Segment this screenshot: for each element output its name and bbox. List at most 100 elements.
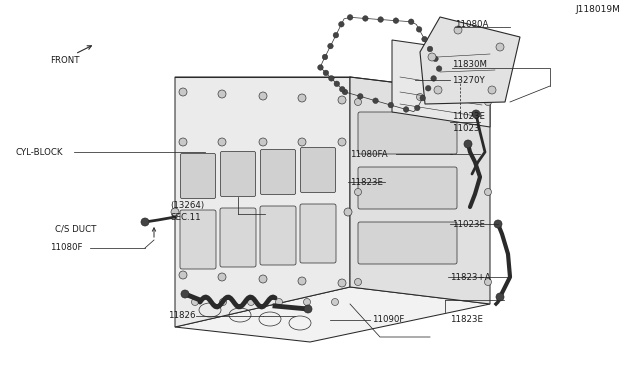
Circle shape — [338, 138, 346, 146]
Circle shape — [344, 208, 352, 216]
Text: 11823E: 11823E — [450, 315, 483, 324]
Text: 11080F: 11080F — [50, 244, 83, 253]
Polygon shape — [175, 77, 350, 327]
FancyBboxPatch shape — [358, 112, 457, 154]
Circle shape — [428, 46, 433, 52]
Circle shape — [298, 138, 306, 146]
Circle shape — [338, 279, 346, 287]
Circle shape — [322, 54, 328, 60]
Text: 11080A: 11080A — [455, 19, 488, 29]
Text: 11090F: 11090F — [372, 315, 404, 324]
Circle shape — [179, 88, 187, 96]
FancyBboxPatch shape — [180, 154, 216, 199]
Text: SEC.11: SEC.11 — [170, 212, 200, 221]
Circle shape — [426, 86, 431, 91]
FancyBboxPatch shape — [301, 148, 335, 192]
FancyBboxPatch shape — [221, 151, 255, 196]
Circle shape — [496, 43, 504, 51]
Text: 11080FA: 11080FA — [350, 150, 388, 158]
Circle shape — [388, 102, 394, 108]
FancyBboxPatch shape — [358, 222, 457, 264]
Polygon shape — [350, 77, 490, 304]
Text: J118019M: J118019M — [575, 5, 620, 14]
FancyBboxPatch shape — [300, 204, 336, 263]
Circle shape — [332, 298, 339, 305]
Text: 13270Y: 13270Y — [452, 76, 484, 84]
Circle shape — [454, 26, 462, 34]
Text: 11826: 11826 — [168, 311, 195, 321]
Circle shape — [496, 293, 504, 301]
Polygon shape — [392, 40, 490, 127]
FancyBboxPatch shape — [220, 208, 256, 267]
Circle shape — [218, 273, 226, 281]
Circle shape — [323, 70, 329, 76]
Circle shape — [422, 36, 428, 42]
Circle shape — [339, 22, 344, 27]
Text: 11023: 11023 — [452, 124, 479, 132]
Circle shape — [393, 18, 399, 23]
Circle shape — [298, 277, 306, 285]
Circle shape — [179, 271, 187, 279]
Circle shape — [420, 95, 426, 101]
Circle shape — [428, 53, 436, 61]
Circle shape — [403, 107, 409, 112]
Text: 11823E: 11823E — [350, 177, 383, 186]
Text: 11830M: 11830M — [452, 60, 487, 68]
Circle shape — [434, 86, 442, 94]
Circle shape — [464, 140, 472, 148]
Polygon shape — [420, 17, 520, 104]
Circle shape — [259, 138, 267, 146]
Circle shape — [363, 16, 368, 21]
Circle shape — [259, 275, 267, 283]
Text: 11023E: 11023E — [452, 112, 485, 121]
Circle shape — [408, 19, 414, 25]
Circle shape — [484, 99, 492, 106]
Circle shape — [179, 138, 187, 146]
FancyBboxPatch shape — [180, 210, 216, 269]
Circle shape — [355, 99, 362, 106]
Circle shape — [218, 90, 226, 98]
Circle shape — [433, 56, 438, 62]
Circle shape — [339, 86, 345, 92]
Polygon shape — [175, 287, 490, 342]
Circle shape — [338, 96, 346, 104]
FancyBboxPatch shape — [358, 167, 457, 209]
Text: (13264): (13264) — [170, 201, 204, 209]
Circle shape — [416, 26, 422, 32]
Circle shape — [484, 279, 492, 285]
Circle shape — [417, 93, 424, 100]
Circle shape — [348, 15, 353, 20]
Circle shape — [141, 218, 149, 226]
Circle shape — [378, 17, 383, 22]
Text: FRONT: FRONT — [50, 55, 79, 64]
Text: 11023E: 11023E — [452, 219, 485, 228]
Circle shape — [472, 110, 480, 118]
Circle shape — [191, 298, 198, 305]
Circle shape — [372, 98, 378, 103]
Text: CYL-BLOCK: CYL-BLOCK — [16, 148, 63, 157]
Circle shape — [259, 92, 267, 100]
Circle shape — [415, 105, 420, 111]
Circle shape — [328, 43, 333, 49]
Circle shape — [484, 189, 492, 196]
Circle shape — [298, 94, 306, 102]
Circle shape — [494, 220, 502, 228]
Circle shape — [220, 298, 227, 305]
Text: C/S DUCT: C/S DUCT — [55, 224, 97, 234]
Circle shape — [342, 89, 348, 95]
Circle shape — [218, 138, 226, 146]
Circle shape — [248, 298, 255, 305]
Circle shape — [358, 94, 363, 99]
Circle shape — [328, 76, 334, 81]
Circle shape — [333, 32, 339, 38]
FancyBboxPatch shape — [260, 150, 296, 195]
Circle shape — [181, 290, 189, 298]
Circle shape — [488, 86, 496, 94]
Circle shape — [436, 66, 442, 71]
FancyBboxPatch shape — [260, 206, 296, 265]
Circle shape — [303, 298, 310, 305]
Circle shape — [334, 81, 340, 87]
Circle shape — [431, 76, 436, 81]
Circle shape — [275, 298, 282, 305]
Text: 11823+A: 11823+A — [450, 273, 491, 282]
